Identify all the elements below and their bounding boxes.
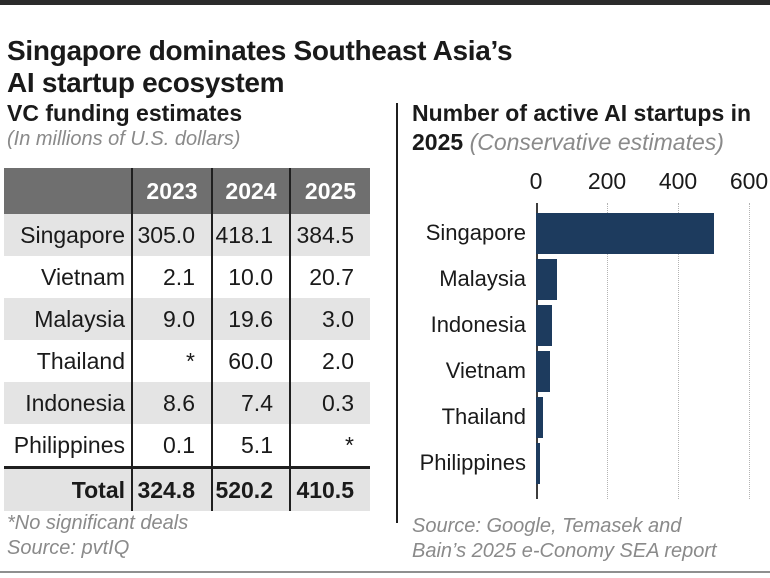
right-source: Source: Google, Temasek and Bain’s 2025 … — [412, 515, 717, 562]
row-label: Total — [4, 466, 132, 511]
x-tick-label: 0 — [529, 168, 543, 194]
table-cell: 19.6 — [211, 298, 290, 340]
x-axis-tick-labels: 0 200 400 600 — [530, 168, 769, 194]
bar-malaysia — [536, 258, 558, 300]
table-cell: 20.7 — [289, 256, 370, 298]
table-cell: 0.1 — [131, 424, 212, 468]
table-cell: 324.8 — [131, 466, 212, 511]
table-cell: 2.1 — [131, 256, 212, 298]
left-source: Source: pvtIQ — [7, 537, 130, 559]
bottom-rule — [0, 571, 770, 573]
table-cell: 9.0 — [131, 298, 212, 340]
bar-philippines — [536, 442, 540, 484]
left-panel-footnotes: *No significant deals Source: pvtIQ — [7, 511, 188, 561]
row-label: Indonesia — [4, 382, 132, 424]
chart-row: Thailand — [400, 394, 714, 440]
row-label: Vietnam — [41, 263, 125, 290]
column-header-2025: 2025 — [289, 168, 370, 214]
row-label: Thailand — [36, 347, 125, 374]
gridline — [749, 203, 750, 499]
right-panel-heading: Number of active AI startups in 2025 (Co… — [412, 99, 766, 157]
category-label: Vietnam — [445, 358, 526, 383]
table-cell: 8.6 — [131, 382, 212, 424]
table-cell: 60.0 — [211, 340, 290, 382]
table-row: Malaysia 9.0 19.6 3.0 — [4, 298, 370, 340]
table-cell: 305.0 — [131, 214, 212, 256]
bar-chart-rows: Singapore Malaysia Indonesia Vietnam Thailan… — [400, 210, 714, 486]
table-cell: 5.1 — [211, 424, 290, 468]
table-cell: 3.0 — [289, 298, 370, 340]
left-panel-subheading: (In millions of U.S. dollars) — [7, 128, 241, 150]
table-row: Thailand * 60.0 2.0 — [4, 340, 370, 382]
table-header: 2023 2024 2025 — [4, 168, 370, 214]
table-cell: * — [289, 424, 370, 468]
table-cell: 2.0 — [289, 340, 370, 382]
table-row: Indonesia 8.6 7.4 0.3 — [4, 382, 370, 424]
x-tick-label: 400 — [658, 168, 698, 194]
gridline — [678, 203, 679, 499]
table-row: Total 324.8 520.2 410.5 — [4, 466, 370, 511]
category-label: Philippines — [419, 450, 526, 475]
table-cell: 384.5 — [289, 214, 370, 256]
column-header-2024: 2024 — [211, 168, 290, 214]
gridline — [607, 203, 608, 499]
table-cell: 10.0 — [211, 256, 290, 298]
x-tick-label: 200 — [587, 168, 627, 194]
table-cell: 520.2 — [211, 466, 290, 511]
chart-title: Number of active AI startups in 2025 — [412, 100, 752, 155]
chart-row: Vietnam — [400, 348, 714, 394]
category-label: Thailand — [441, 404, 526, 429]
column-header-empty — [4, 168, 132, 214]
footnote: *No significant deals — [7, 512, 189, 534]
category-label: Singapore — [425, 220, 526, 245]
table-cell: 418.1 — [211, 214, 290, 256]
category-label: Indonesia — [430, 312, 526, 337]
table-cell: 7.4 — [211, 382, 290, 424]
bar-thailand — [536, 396, 544, 438]
row-label: Singapore — [4, 214, 132, 256]
table-row: Singapore 305.0 418.1 384.5 — [4, 214, 370, 256]
bar-vietnam — [536, 350, 551, 392]
row-label: Malaysia — [4, 298, 132, 340]
chart-row: Singapore — [400, 210, 714, 256]
page-title: Singapore dominates Southeast Asia’s AI … — [7, 34, 513, 98]
left-panel-heading: VC funding estimates — [7, 100, 243, 126]
vc-funding-table: 2023 2024 2025 Singapore 305.0 418.1 384.5 Vie… — [4, 168, 370, 511]
panel-divider — [396, 103, 398, 523]
bar-indonesia — [536, 304, 552, 346]
top-rule — [0, 0, 770, 5]
table-cell: 410.5 — [289, 466, 370, 511]
column-header-2023: 2023 — [131, 168, 212, 214]
table-cell: * — [131, 340, 212, 382]
table-row: Vietnam 2.1 10.0 20.7 — [4, 256, 370, 298]
table-cell: 0.3 — [289, 382, 370, 424]
chart-title-note: (Conservative estimates) — [469, 128, 724, 155]
chart-row: Malaysia — [400, 256, 714, 302]
bar-singapore — [536, 212, 714, 254]
chart-row: Indonesia — [400, 302, 714, 348]
table-row: Philippines 0.1 5.1 * — [4, 424, 370, 468]
row-label: Philippines — [13, 431, 125, 458]
category-label: Malaysia — [439, 266, 526, 291]
chart-row: Philippines — [400, 440, 714, 486]
x-tick-label: 600 — [729, 168, 769, 194]
